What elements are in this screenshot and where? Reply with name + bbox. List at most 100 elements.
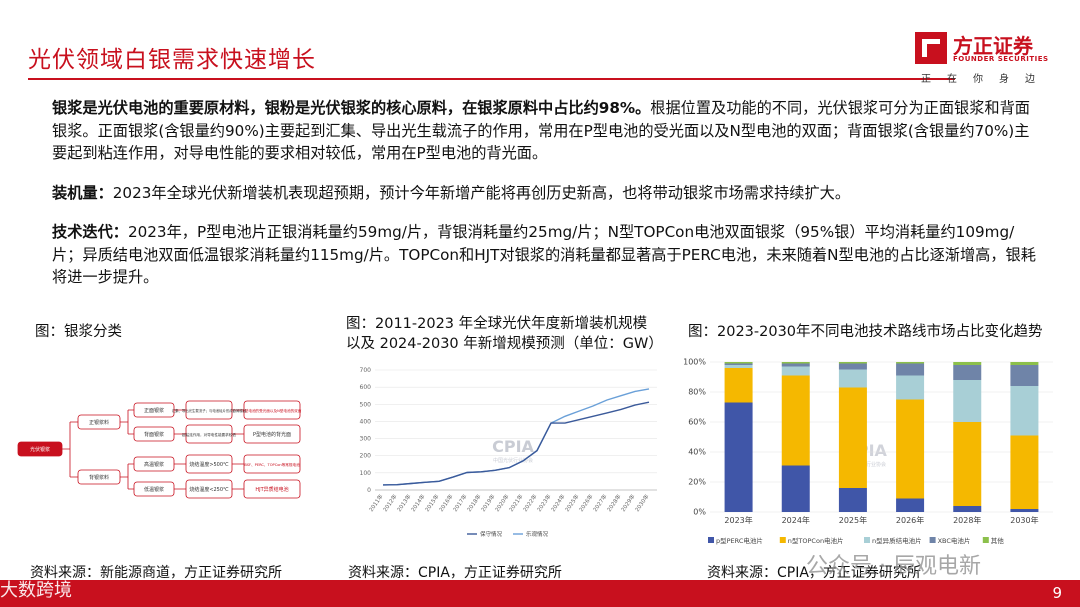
x-tick-label: 2023年	[724, 515, 752, 525]
fig2-watermark: CPIA	[492, 437, 534, 456]
slide-title: 光伏领域白银需求快速增长	[28, 47, 316, 73]
paragraph-2-text: 2023年全球光伏新增装机表现超预期，预计今年新增产能将再创历史新高，也将带动银…	[112, 183, 851, 202]
corner-watermark: 大数跨境	[0, 580, 72, 601]
legend-swatch	[864, 537, 870, 543]
bar-segment-XBC电池片	[724, 363, 753, 365]
y-tick-label: 40%	[688, 448, 706, 457]
bar-segment-n型异质结电池片	[896, 375, 925, 400]
founder-logo: 方正证券 FOUNDER SECURITIES 正在你身边	[915, 30, 1065, 85]
bar-segment-n型TOPCon电池片	[724, 368, 753, 403]
x-tick-label: 2028年	[953, 515, 981, 525]
paragraph-1-text: 根据位置及功能的不同，光伏银浆可分为正面银浆和背面银浆。正面银浆(含银量约90%…	[52, 99, 1030, 162]
bar-segment-n型TOPCon电池片	[953, 422, 982, 506]
bar-segment-n型异质结电池片	[1010, 386, 1039, 436]
body-text: 银浆是光伏电池的重要原材料，银粉是光伏银浆的核心原料，在银浆原料中占比约98%。…	[52, 97, 1042, 306]
bar-segment-n型TOPCon电池片	[838, 387, 867, 488]
bar-segment-p型PERC电池片	[953, 506, 982, 512]
fig2-caption-line1: 图：2011-2023 年全球光伏年度新增装机规模	[346, 316, 648, 332]
diagram-back-paste: 背银浆料	[89, 474, 109, 481]
x-tick-label: 2030年	[633, 492, 651, 513]
logo-chinese-name: 方正证券	[953, 34, 1033, 58]
diagram-l4-0: P型电池的受光面以及N型电池的双面	[243, 408, 302, 413]
legend-label: 其他	[991, 536, 1005, 545]
bar-segment-其他	[781, 362, 810, 364]
y-tick-label: 80%	[688, 388, 706, 397]
legend-swatch	[929, 537, 936, 543]
paragraph-2: 装机量：2023年全球光伏新增装机表现超预期，预计今年新增产能将再创历史新高，也…	[52, 182, 1042, 205]
diagram-l4-3: HJT异质结电池	[255, 486, 288, 493]
diagram-l3-1: 起粘连作用，对导电性能要求较低	[182, 432, 236, 437]
diagram-l2-1: 背面银浆	[144, 431, 164, 438]
legend-swatch	[779, 537, 786, 543]
diagram-l4-1: P型电池的背光面	[253, 431, 291, 438]
diagram-l2-3: 低温银浆	[144, 486, 164, 493]
bar-segment-n型异质结电池片	[838, 369, 867, 388]
bar-segment-其他	[838, 362, 867, 364]
paragraph-1-bold: 银浆是光伏电池的重要原材料，银粉是光伏银浆的核心原料，在银浆原料中占比约98%。	[52, 99, 651, 117]
diagram-l2-2: 高温银浆	[144, 461, 164, 468]
bar-segment-其他	[953, 362, 982, 365]
bar-segment-n型异质结电池片	[724, 365, 753, 368]
diagram-l3-3: 烧结温度<250℃	[189, 486, 229, 493]
legend-label: n型异质结电池片	[872, 536, 922, 545]
series-line-保守情况	[382, 401, 650, 486]
cell-technology-stacked-bar-chart: CPIA 中国光伏行业协会 0%20%40%60%80%100%2023年202…	[683, 358, 1053, 545]
legend-label: 乐观情况	[526, 530, 549, 538]
y-tick-label: 60%	[688, 418, 706, 427]
bar-segment-n型TOPCon电池片	[781, 375, 810, 466]
logo-english-name: FOUNDER SECURITIES	[953, 55, 1049, 63]
bar-segment-p型PERC电池片	[724, 402, 753, 512]
y-tick-label: 500	[360, 401, 372, 408]
logo-slogan: 正在你身边	[921, 74, 1051, 85]
legend-label: 保守情况	[480, 530, 503, 538]
diagram-l3-0: 汇集、导出光生载流子；与电池硅片形成欧姆接触	[172, 408, 247, 413]
bar-segment-p型PERC电池片	[838, 488, 867, 512]
legend-label: XBC电池片	[938, 536, 971, 545]
x-tick-label: 2030年	[1010, 515, 1038, 525]
legend-swatch	[982, 537, 989, 543]
bar-segment-其他	[724, 362, 753, 364]
fig2-source: 资料来源：CPIA，方正证券研究所	[348, 565, 562, 581]
page-number: 9	[1052, 584, 1062, 602]
bar-segment-p型PERC电池片	[896, 498, 925, 512]
legend-label: n型TOPCon电池片	[788, 536, 844, 545]
y-tick-label: 700	[360, 367, 372, 374]
fig1-source: 资料来源：新能源商道，方正证券研究所	[30, 565, 282, 581]
bar-segment-n型异质结电池片	[953, 380, 982, 422]
y-tick-label: 200	[360, 453, 372, 460]
fig1-caption: 图：银浆分类	[35, 324, 122, 340]
pv-installation-line-chart: CPIA 中国光伏行业协会 01002003004005006007002011…	[360, 367, 657, 538]
diagram-l4-2: BSF、PERC、TOPCon等常规电池	[244, 462, 300, 467]
y-tick-label: 300	[360, 436, 372, 443]
silver-paste-classification-diagram: 光伏银浆 正银浆料 背银浆料 正面银浆 背面银浆 高温银浆 低温银浆 汇集、导出…	[17, 400, 302, 499]
fig2-caption: 图：2011-2023 年全球光伏年度新增装机规模 以及 2024-2030 年…	[346, 314, 663, 354]
y-tick-label: 0	[367, 487, 371, 494]
y-tick-label: 100	[360, 470, 372, 477]
bar-segment-其他	[1010, 362, 1039, 365]
paragraph-2-bold: 装机量：	[52, 183, 113, 202]
bar-segment-n型异质结电池片	[781, 366, 810, 376]
fig2-caption-line2: 以及 2024-2030 年新增规模预测（单位：GW）	[346, 336, 663, 352]
paragraph-3-bold: 技术迭代：	[52, 223, 128, 241]
diagram-root: 光伏银浆	[30, 446, 50, 453]
bar-segment-p型PERC电池片	[781, 465, 810, 512]
wechat-watermark: 公众号 · 辰观电新	[806, 554, 981, 579]
y-tick-label: 600	[360, 384, 372, 391]
fig2-watermark-sub: 中国光伏行业协会	[493, 457, 533, 464]
founder-logo-icon	[915, 32, 947, 64]
y-tick-label: 400	[360, 418, 372, 425]
fig3-caption: 图：2023-2030年不同电池技术路线市场占比变化趋势	[688, 324, 1043, 340]
bar-segment-XBC电池片	[953, 365, 982, 380]
title-divider	[28, 78, 955, 80]
paragraph-3-text: 2023年，P型电池片正银消耗量约59mg/片，背银消耗量约25mg/片；N型T…	[52, 223, 1036, 286]
bar-segment-XBC电池片	[838, 363, 867, 370]
bar-segment-p型PERC电池片	[1010, 509, 1039, 512]
bar-segment-XBC电池片	[781, 363, 810, 367]
bar-segment-n型TOPCon电池片	[1010, 435, 1039, 509]
bar-segment-n型TOPCon电池片	[896, 399, 925, 499]
y-tick-label: 20%	[688, 478, 706, 487]
y-tick-label: 100%	[683, 358, 706, 367]
diagram-front-paste: 正银浆料	[89, 419, 109, 426]
x-tick-label: 2024年	[782, 515, 810, 525]
fig3-source: 资料来源：CPIA，方正证券研究所	[707, 565, 921, 581]
